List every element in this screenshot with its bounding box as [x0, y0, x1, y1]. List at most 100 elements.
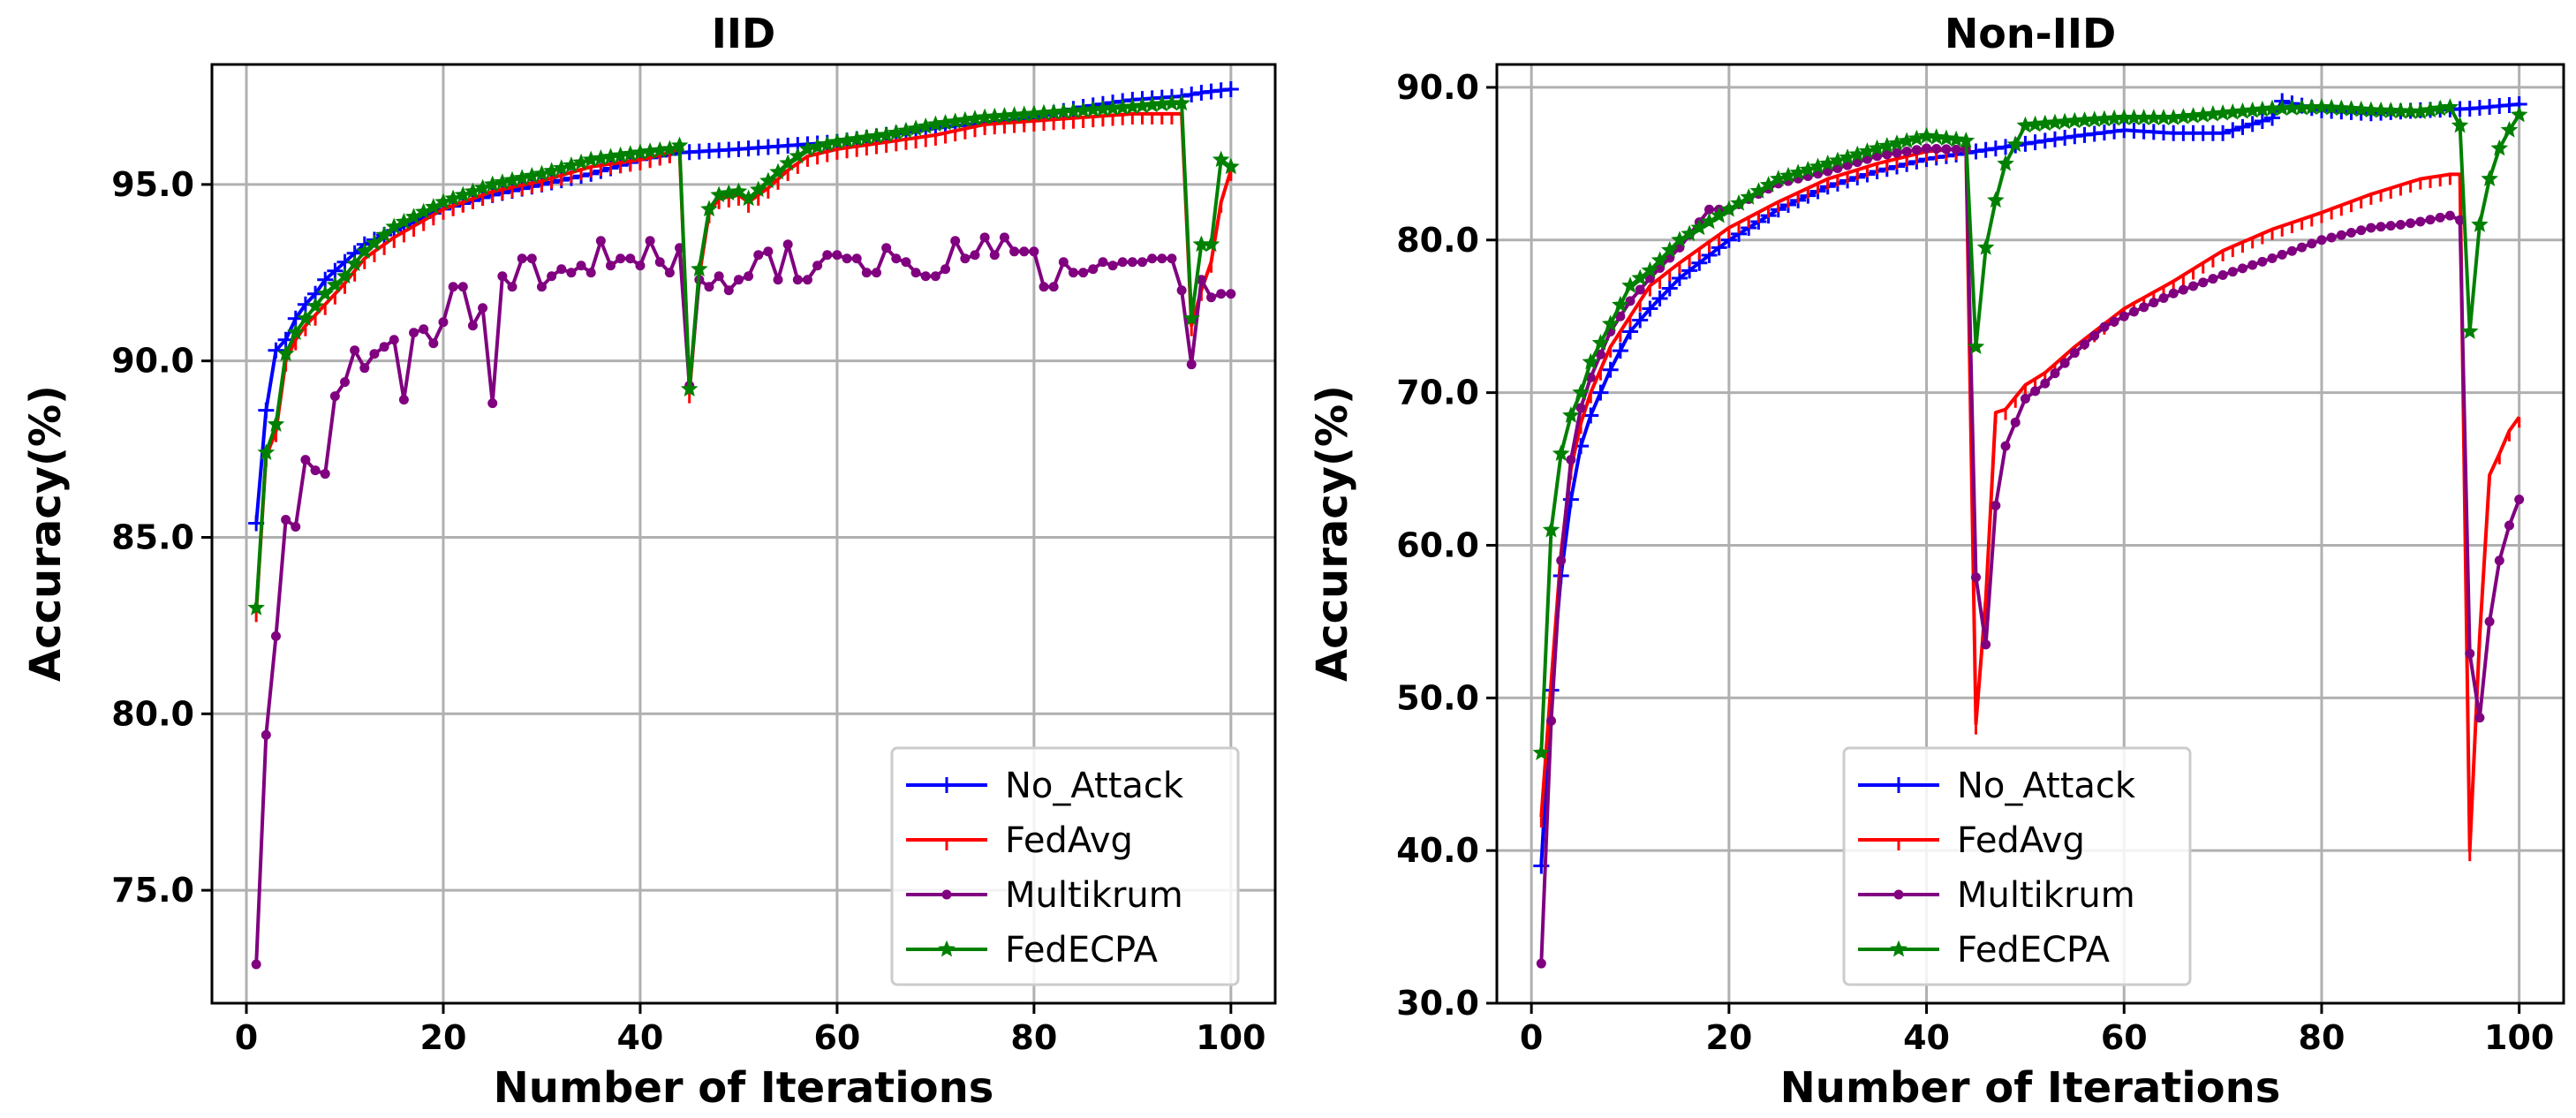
- series-line-fedecpa: [254, 102, 1232, 608]
- x-tick-label: 80: [1010, 1018, 1057, 1057]
- point-multikrum: [1951, 144, 1961, 155]
- legend-marker: [1891, 777, 1907, 793]
- point-multikrum: [930, 271, 941, 282]
- point-no-attack: [1651, 291, 1668, 307]
- point-multikrum: [910, 268, 921, 278]
- point-multikrum: [438, 317, 449, 328]
- y-tick-label: 40.0: [1396, 831, 1479, 870]
- point-multikrum: [595, 236, 606, 246]
- point-multikrum: [2069, 348, 2080, 359]
- point-no-attack: [1602, 361, 1619, 378]
- point-multikrum: [1595, 349, 1605, 359]
- point-fedecpa: [257, 443, 276, 460]
- point-multikrum: [970, 250, 980, 261]
- legend-marker: [1890, 940, 1907, 957]
- point-multikrum: [1546, 715, 1557, 726]
- series-no-attack: [248, 80, 1239, 532]
- point-multikrum: [1029, 246, 1039, 257]
- point-multikrum: [1147, 253, 1158, 264]
- legend-marker: [941, 889, 952, 900]
- point-multikrum: [1575, 403, 1586, 413]
- point-multikrum: [1566, 455, 1576, 465]
- point-multikrum: [1048, 282, 1059, 292]
- point-multikrum: [1157, 253, 1167, 264]
- point-fedecpa: [2332, 99, 2351, 117]
- point-fedecpa: [1651, 251, 1669, 268]
- point-multikrum: [409, 328, 419, 338]
- point-no-attack: [2046, 131, 2063, 147]
- point-no-attack: [2057, 129, 2074, 146]
- point-multikrum: [832, 250, 842, 261]
- point-multikrum: [1137, 257, 1147, 268]
- point-no-attack: [1661, 280, 1678, 297]
- legend-label: No_Attack: [1005, 766, 1184, 806]
- x-tick-label: 20: [1705, 1018, 1752, 1057]
- point-multikrum: [487, 398, 498, 409]
- x-tick-label: 20: [420, 1018, 467, 1057]
- legend-item-fedavg: FedAvg: [906, 820, 1133, 861]
- point-multikrum: [753, 250, 764, 261]
- point-fedecpa: [2481, 170, 2498, 186]
- plot-area-non-iid: [1532, 93, 2528, 969]
- point-multikrum: [2465, 648, 2475, 659]
- series-fedecpa: [1532, 98, 2528, 760]
- x-tick-label: 0: [1520, 1018, 1543, 1057]
- point-multikrum: [1186, 359, 1197, 370]
- point-multikrum: [2188, 281, 2199, 291]
- point-multikrum: [744, 271, 754, 282]
- point-fedecpa: [1572, 383, 1590, 400]
- point-multikrum: [1009, 246, 1020, 257]
- legend-item-fedavg: FedAvg: [1858, 820, 2085, 861]
- point-multikrum: [291, 522, 301, 533]
- point-multikrum: [428, 338, 439, 349]
- point-multikrum: [872, 268, 881, 278]
- point-multikrum: [2415, 216, 2426, 227]
- point-fedecpa: [276, 344, 295, 362]
- point-multikrum: [2059, 358, 2070, 368]
- point-multikrum: [2316, 235, 2327, 246]
- point-no-attack: [1642, 300, 1658, 317]
- point-multikrum: [2444, 210, 2455, 221]
- point-no-attack: [268, 342, 284, 359]
- point-multikrum: [999, 232, 1009, 243]
- series-line-no-attack: [254, 87, 1232, 524]
- x-tick-label: 100: [1196, 1018, 1265, 1057]
- point-multikrum: [2484, 616, 2495, 627]
- point-no-attack: [2225, 122, 2241, 139]
- point-multikrum: [763, 246, 774, 257]
- point-multikrum: [526, 253, 537, 264]
- x-ticks-iid: 0 20 40 60 80 100: [235, 1003, 1265, 1057]
- point-no-attack: [1222, 80, 1239, 97]
- point-no-attack: [1987, 140, 2004, 157]
- point-multikrum: [398, 395, 409, 405]
- x-tick-label: 80: [2299, 1018, 2346, 1057]
- point-fedecpa: [1957, 132, 1975, 148]
- x-tick-label: 40: [1903, 1018, 1950, 1057]
- point-no-attack: [2254, 112, 2270, 129]
- point-multikrum: [2149, 298, 2159, 308]
- legend-item-no-attack: No_Attack: [906, 766, 1184, 806]
- point-multikrum: [1226, 289, 1236, 299]
- legend-item-no-attack: No_Attack: [1858, 766, 2136, 806]
- point-multikrum: [901, 257, 911, 268]
- x-axis-label-non-iid: Number of Iterations: [1780, 1063, 2281, 1113]
- series-line-fedavg: [1539, 147, 2521, 853]
- point-multikrum: [566, 268, 577, 278]
- point-fedecpa: [1182, 309, 1201, 327]
- point-multikrum: [1117, 257, 1128, 268]
- y-ticks-iid: 75.0 80.0 85.0 90.0 95.0: [111, 165, 212, 910]
- y-axis-label-iid: Accuracy(%): [21, 385, 71, 682]
- y-tick-label: 30.0: [1396, 984, 1479, 1023]
- y-tick-label: 90.0: [1396, 68, 1479, 107]
- point-multikrum: [261, 729, 271, 740]
- point-multikrum: [389, 335, 399, 345]
- point-multikrum: [1206, 292, 1217, 303]
- x-tick-label: 100: [2484, 1018, 2554, 1057]
- point-multikrum: [941, 264, 951, 275]
- point-multikrum: [2455, 215, 2466, 225]
- point-no-attack: [258, 402, 275, 419]
- point-multikrum: [300, 455, 311, 465]
- series-line-multikrum: [1539, 147, 2521, 964]
- point-no-attack: [1592, 384, 1609, 401]
